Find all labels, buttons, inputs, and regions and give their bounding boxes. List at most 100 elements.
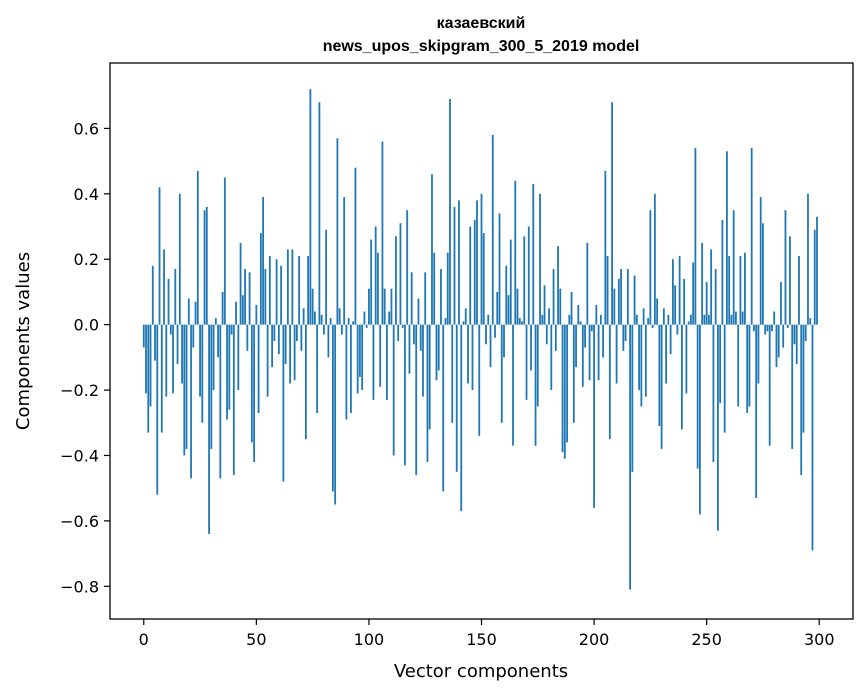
bar — [750, 148, 753, 325]
bar — [455, 324, 458, 472]
bar — [703, 314, 706, 325]
bar — [343, 197, 346, 325]
bar — [431, 174, 433, 325]
bar — [588, 324, 591, 381]
bar — [192, 324, 195, 348]
bar — [289, 324, 292, 384]
bar — [689, 314, 692, 325]
bar — [433, 252, 436, 325]
y-tick-label: 0.0 — [74, 316, 99, 335]
bar — [370, 239, 373, 325]
bar — [566, 324, 568, 443]
bar — [359, 324, 361, 377]
bar — [543, 285, 546, 325]
bar — [259, 233, 262, 325]
bar — [178, 193, 181, 325]
bar — [660, 324, 663, 449]
bar — [559, 288, 562, 325]
x-tick-label: 0 — [139, 630, 149, 649]
bar — [185, 324, 188, 449]
bar — [764, 324, 767, 335]
bar — [487, 314, 490, 325]
bar — [606, 255, 609, 325]
bar — [235, 301, 237, 325]
bar — [302, 308, 305, 325]
bar — [345, 324, 348, 420]
bar — [753, 324, 755, 332]
bar — [602, 324, 604, 358]
bar — [647, 318, 650, 325]
bar — [467, 324, 469, 384]
bar — [595, 305, 598, 325]
bar — [680, 324, 683, 430]
bar — [701, 242, 704, 325]
bar — [527, 226, 530, 325]
bar — [705, 282, 708, 325]
bar — [759, 197, 762, 325]
x-tick-label: 50 — [246, 630, 266, 649]
bar — [142, 324, 145, 348]
bar — [181, 324, 183, 384]
bar — [640, 324, 643, 407]
bar — [604, 170, 607, 325]
bar — [563, 324, 566, 459]
y-tick-label: 0.2 — [74, 250, 99, 269]
bar — [516, 288, 519, 325]
bar — [771, 324, 773, 332]
bar — [581, 324, 584, 387]
bar — [383, 288, 386, 325]
bar — [363, 311, 366, 325]
bar — [196, 170, 199, 325]
bar — [230, 324, 233, 335]
bar — [617, 278, 620, 325]
bar — [633, 275, 636, 325]
bar — [336, 138, 339, 325]
bar — [401, 324, 404, 328]
bar — [341, 324, 343, 335]
bar — [541, 314, 544, 325]
bar — [165, 324, 168, 397]
bar — [726, 151, 728, 325]
bar — [246, 324, 249, 351]
bar — [552, 269, 555, 325]
bar — [255, 305, 258, 325]
bar — [464, 308, 467, 325]
bar — [800, 324, 803, 476]
bar — [786, 324, 789, 328]
bar — [813, 229, 816, 325]
bar — [381, 141, 384, 325]
bar — [444, 318, 447, 325]
bar — [356, 324, 359, 394]
bar — [658, 324, 661, 427]
bar — [622, 324, 625, 351]
bar — [253, 324, 255, 463]
bar — [728, 255, 731, 325]
bar — [291, 249, 294, 325]
bar — [644, 324, 647, 397]
bar — [304, 324, 307, 440]
bar — [505, 265, 508, 325]
bar — [286, 249, 289, 325]
bar — [437, 324, 440, 371]
bar — [428, 324, 431, 430]
x-tick-label: 250 — [691, 630, 722, 649]
bar — [404, 324, 406, 466]
bar — [568, 314, 571, 325]
bar — [494, 324, 496, 338]
bar — [631, 324, 634, 472]
bar — [762, 223, 764, 325]
bar — [667, 314, 670, 325]
bar — [451, 324, 454, 423]
bar — [746, 324, 749, 413]
bar — [422, 324, 424, 397]
bar — [158, 187, 161, 325]
bar — [190, 324, 192, 479]
bar — [318, 102, 321, 325]
bar — [460, 324, 463, 512]
bar — [721, 219, 724, 325]
bar — [789, 236, 791, 325]
bar — [237, 324, 240, 391]
bar — [802, 324, 805, 433]
bar — [717, 324, 719, 531]
